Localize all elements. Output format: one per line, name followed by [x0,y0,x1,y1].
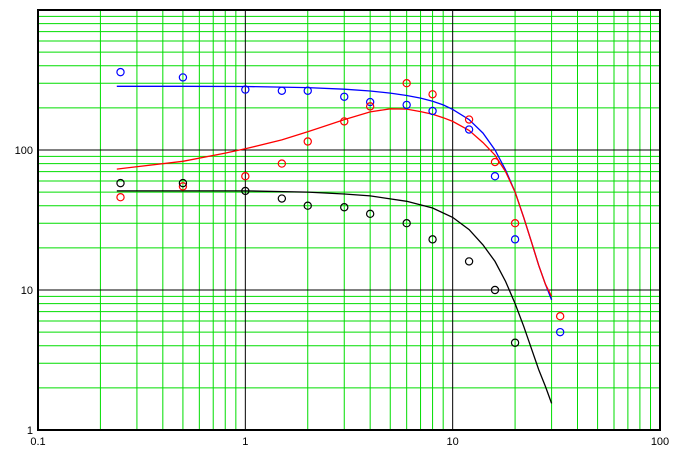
plot-frame [37,9,661,431]
series-2-point [490,157,500,167]
y-tick-label: 10 [21,285,33,297]
plot-area [38,10,660,430]
series-1-point [365,97,375,107]
series-3-point [428,235,437,244]
y-tick-label: 100 [15,145,33,157]
series-1-point [402,100,411,110]
series-2-point [464,115,474,124]
x-tick-label: 0.1 [30,436,45,448]
series-2-point [116,193,125,202]
series-2-point [241,171,250,181]
series-2-curve [116,108,553,297]
series-2-point [402,79,411,88]
series-1-point [510,235,520,244]
series-3-point [464,257,474,266]
x-tick-label: 10 [447,436,459,448]
series-1-point [428,106,437,116]
series-3-point [178,178,188,188]
x-tick-label: 1 [242,436,248,448]
series-1-point [340,92,349,101]
series-1-point [277,86,287,95]
series-1-point [241,85,250,94]
series-2-point [178,182,188,191]
series-2-point [428,90,437,99]
series-1-point [178,73,188,82]
series-3-point [241,186,250,196]
y-tick-label: 1 [27,425,33,437]
series-1-point [303,86,312,95]
x-tick-label: 100 [651,436,669,448]
series-2-point [555,311,565,321]
series-1-point [116,67,125,77]
series-3-point [510,338,520,347]
series-1-point [490,171,500,181]
series-3-point [402,219,411,228]
series-2-point [303,137,312,146]
series-3-point [277,194,287,203]
series-2-point [277,159,287,168]
plot-border [37,9,661,431]
data-points [116,67,565,347]
series-3-point [490,285,500,295]
series-2-point [340,117,349,126]
series-3-point [340,203,349,212]
series-3-point [303,201,312,210]
series-3-curve [116,190,553,404]
series-1-point [464,125,474,134]
major-gridlines [38,10,660,430]
series-3-point [365,209,375,219]
plot-background [38,10,660,430]
fitted-curves [116,85,553,404]
series-1-point [555,327,565,337]
series-2-point [510,219,520,228]
series-2-point [365,102,375,111]
series-3-point [116,178,125,188]
